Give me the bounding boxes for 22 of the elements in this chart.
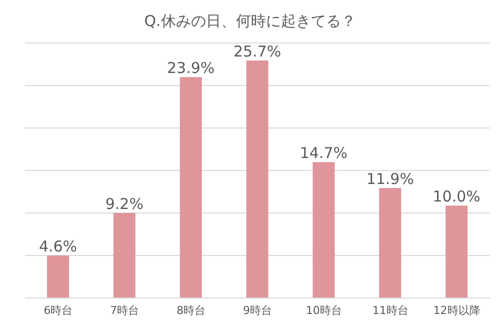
bar	[312, 162, 335, 298]
data-label: 23.9%	[167, 59, 215, 78]
data-label: 11.9%	[366, 170, 414, 188]
x-tick-label: 8時台	[176, 304, 206, 317]
bar	[446, 206, 468, 298]
bar	[180, 77, 202, 298]
bar	[379, 188, 402, 298]
chart-title: Q.休みの日、何時に起きてる？	[143, 12, 357, 31]
data-label: 14.7%	[300, 144, 348, 162]
data-label: 4.6%	[38, 238, 78, 256]
bar	[246, 60, 268, 298]
x-tick-label: 12時以降	[433, 304, 480, 317]
x-tick-label: 6時台	[44, 304, 73, 317]
data-label: 9.2%	[105, 195, 144, 213]
x-tick-label: 10時台	[306, 304, 342, 317]
x-tick-label: 9時台	[243, 304, 272, 317]
data-label: 10.0%	[432, 188, 480, 206]
data-label: 25.7%	[233, 42, 282, 61]
bar	[113, 213, 136, 298]
x-tick-label: 11時台	[372, 304, 408, 317]
bar	[47, 256, 69, 298]
x-tick-label: 7時台	[110, 304, 140, 317]
